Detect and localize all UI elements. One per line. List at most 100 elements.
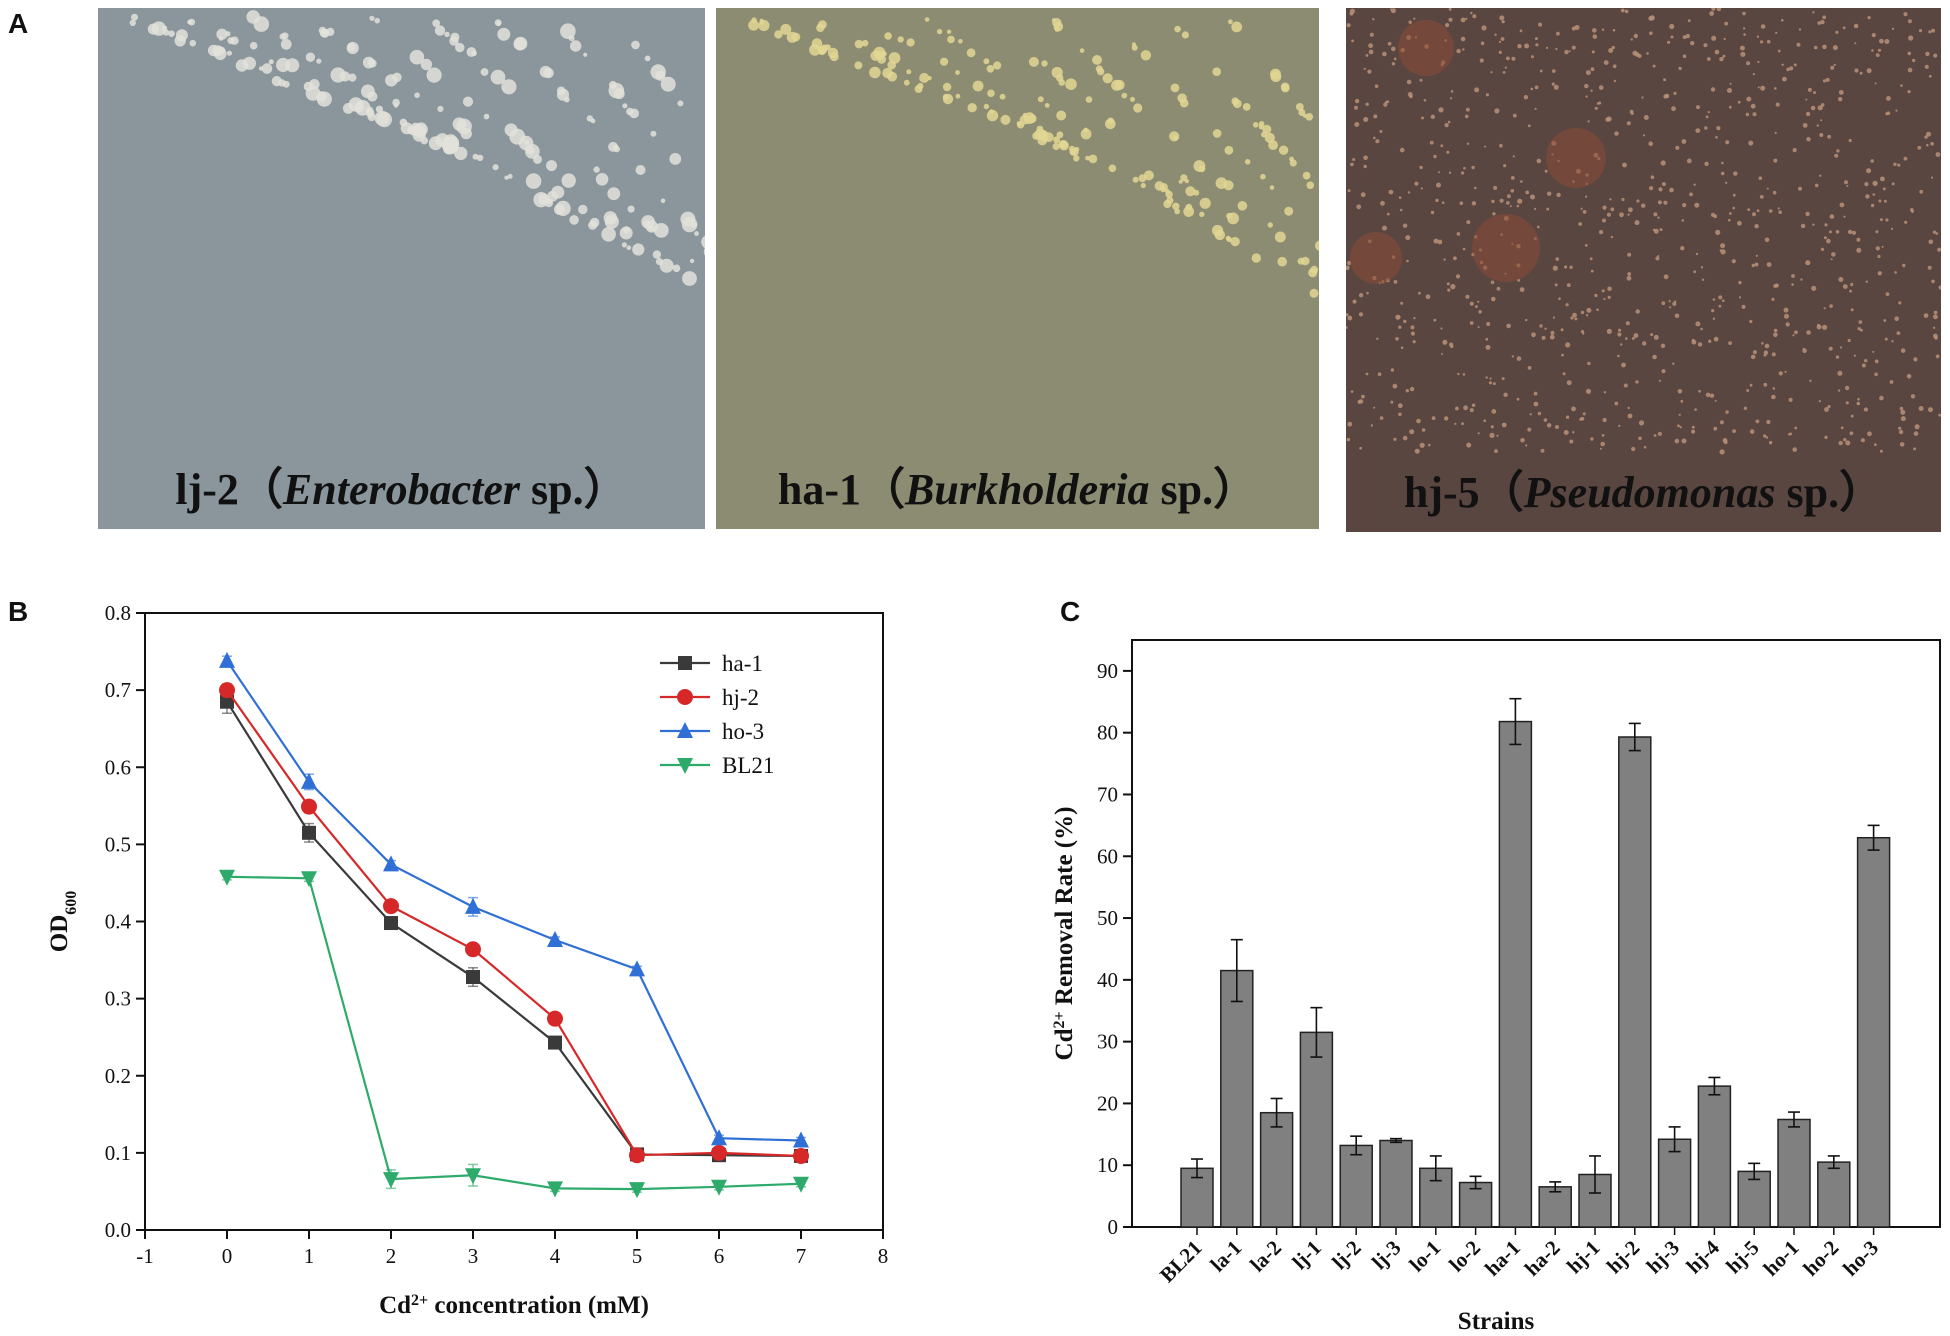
colony (1606, 116, 1612, 122)
colony (1793, 63, 1797, 67)
colony (1519, 29, 1523, 33)
superscript: 2+ (1051, 1011, 1068, 1028)
colony (1771, 394, 1776, 400)
colony (1503, 392, 1508, 397)
genus-suffix: sp. (531, 465, 584, 514)
colony (1524, 43, 1530, 49)
colony (1881, 245, 1884, 248)
colony (1481, 25, 1487, 31)
colony (1347, 315, 1353, 321)
colony (1052, 142, 1060, 151)
data-point (465, 897, 481, 914)
colony (1442, 339, 1448, 345)
plate-background (1346, 8, 1941, 532)
colony (1544, 169, 1548, 173)
colony (1363, 155, 1368, 161)
colony (1908, 35, 1914, 41)
colony (1691, 338, 1695, 342)
colony (1766, 262, 1772, 267)
colony (1886, 111, 1891, 115)
colony (1572, 431, 1575, 434)
colony (1742, 27, 1746, 30)
colony (1752, 73, 1755, 76)
colony (1630, 112, 1634, 115)
colony (316, 91, 327, 102)
colony (1409, 94, 1413, 99)
colony (1814, 183, 1819, 188)
colony (1661, 369, 1666, 374)
x-tick-label: 3 (468, 1244, 479, 1268)
colony (455, 42, 465, 53)
colony (1827, 134, 1831, 139)
colony (1614, 131, 1619, 136)
colony (906, 69, 912, 75)
colony (1297, 257, 1305, 265)
colony (1405, 389, 1409, 393)
colony (1485, 93, 1489, 97)
colony (1357, 399, 1362, 404)
colony (444, 31, 450, 38)
colony (1636, 199, 1640, 203)
x-tick-label: 1 (304, 1244, 315, 1268)
colony (1477, 432, 1480, 435)
colony (1463, 405, 1468, 411)
colony (1383, 102, 1388, 107)
colony (1501, 422, 1507, 428)
colony (1590, 67, 1595, 72)
colony (1845, 401, 1849, 405)
colony (1506, 323, 1511, 329)
colony (1777, 49, 1781, 53)
colony (1585, 95, 1588, 98)
x-axis-title: Cd2+ concentration (mM) (379, 1292, 649, 1320)
colony (1519, 287, 1525, 292)
colony (1760, 24, 1766, 29)
colony (460, 127, 472, 140)
colony (1295, 103, 1304, 111)
colony (1539, 324, 1543, 328)
colony (212, 45, 224, 57)
x-tick-label: BL21 (1155, 1236, 1207, 1288)
colony (1716, 126, 1721, 131)
colony (1732, 193, 1736, 197)
colony (1578, 222, 1583, 226)
colony (1489, 377, 1492, 380)
colony (1635, 52, 1640, 57)
series-line (226, 660, 802, 1142)
panel-label-a: A (8, 8, 29, 39)
data-point (383, 855, 399, 872)
colony (462, 96, 474, 107)
colony (1794, 330, 1798, 335)
x-tick-label: hj-2 (1602, 1236, 1645, 1279)
colony (1501, 20, 1505, 24)
colony (1827, 405, 1831, 409)
colony (652, 250, 662, 259)
colony (1823, 236, 1827, 240)
colony (1672, 301, 1677, 306)
colony (1398, 196, 1402, 199)
y-axis-title: OD600 (46, 891, 80, 953)
colony (1496, 434, 1499, 437)
colony (1906, 374, 1912, 379)
colony (1435, 198, 1439, 203)
data-point (219, 651, 235, 668)
colony (1657, 431, 1662, 436)
colony (1346, 326, 1348, 329)
colony (1900, 416, 1906, 422)
colony (1363, 67, 1366, 70)
colony (650, 130, 657, 137)
photo-caption: ha-1（Burkholderia sp.） (777, 465, 1258, 514)
colony (1475, 305, 1478, 308)
colony (442, 136, 449, 143)
colony (168, 30, 175, 37)
x-tick-label: lo-2 (1444, 1236, 1485, 1277)
colony (1820, 19, 1825, 25)
colony (1406, 259, 1409, 263)
colony (1825, 77, 1830, 82)
series-line (226, 689, 802, 1158)
colony (492, 164, 499, 171)
colony (1391, 46, 1396, 52)
colony (1712, 298, 1716, 301)
colony (1678, 413, 1681, 416)
x-tick-label: hj-5 (1721, 1236, 1764, 1279)
colony (1880, 176, 1885, 182)
